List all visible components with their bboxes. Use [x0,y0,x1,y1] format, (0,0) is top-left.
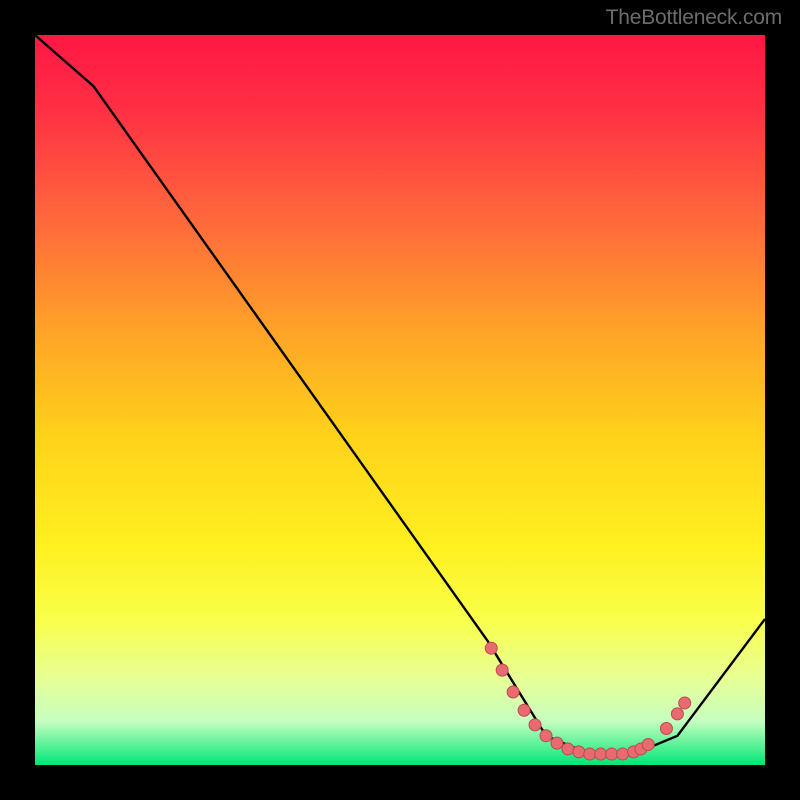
data-marker [671,708,683,720]
data-marker [518,704,530,716]
watermark-text: TheBottleneck.com [606,6,782,30]
data-marker [529,719,541,731]
bottleneck-curve [35,35,765,754]
chart-container: TheBottleneck.com [0,0,800,800]
data-marker [573,746,585,758]
data-marker [507,686,519,698]
data-marker [595,748,607,760]
data-marker [496,664,508,676]
data-marker [660,723,672,735]
data-marker [562,743,574,755]
data-marker [617,748,629,760]
plot-area [35,35,765,765]
data-marker [679,697,691,709]
data-marker [485,642,497,654]
data-marker [642,739,654,751]
chart-overlay [35,35,765,765]
data-marker [606,748,618,760]
data-marker [584,748,596,760]
data-marker [540,730,552,742]
data-marker [551,737,563,749]
